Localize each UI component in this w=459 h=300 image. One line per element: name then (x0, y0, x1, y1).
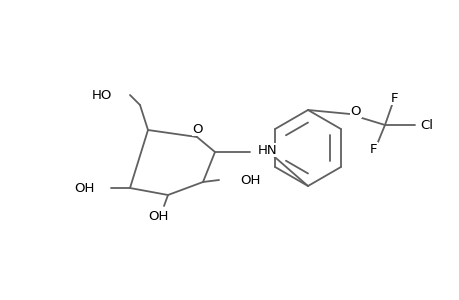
Text: OH: OH (240, 173, 260, 187)
Text: OH: OH (74, 182, 95, 194)
Text: Cl: Cl (420, 118, 432, 131)
Text: F: F (391, 92, 398, 104)
Text: OH: OH (147, 209, 168, 223)
Text: O: O (350, 104, 360, 118)
Text: HN: HN (257, 143, 277, 157)
Text: O: O (192, 122, 203, 136)
Text: HO: HO (91, 88, 112, 101)
Text: F: F (369, 142, 377, 155)
